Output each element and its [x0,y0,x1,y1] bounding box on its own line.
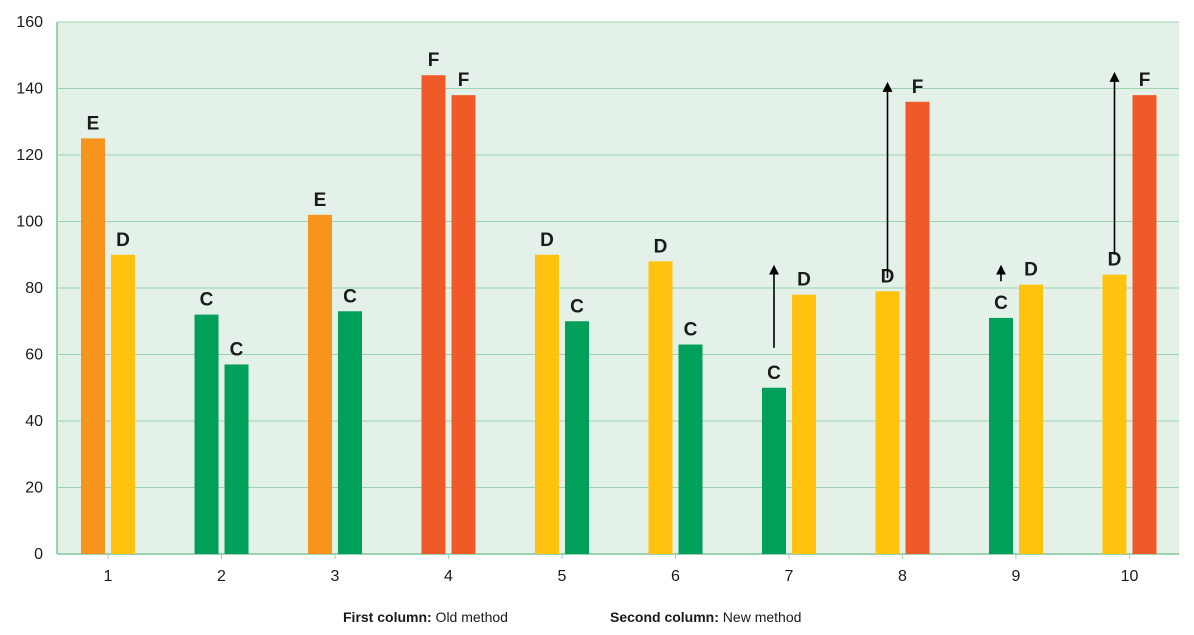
bar [1102,274,1127,554]
bar [194,314,219,554]
bar-grade-label: C [230,339,244,360]
bar-grade-label: C [570,296,584,317]
x-tick-label: 8 [898,568,907,585]
bar-chart: 020406080100120140160ED1CC2EC3FF4DC5DC6C… [16,14,1179,585]
bar [338,311,362,554]
bar-grade-label: C [994,293,1008,314]
bar [224,364,249,554]
bar [308,214,332,554]
bar-grade-label: F [458,70,470,91]
bar [1132,95,1157,555]
bar [989,317,1013,554]
y-tick-label: 140 [16,81,43,98]
x-tick-label: 3 [331,568,340,585]
bar [678,344,703,554]
y-tick-label: 20 [25,480,43,497]
y-tick-label: 80 [25,280,43,297]
y-tick-label: 100 [16,214,43,231]
legend-old-method: First column: Old method [343,609,508,625]
bar-grade-label: F [912,77,924,98]
legend-second-label: Second column: [610,609,719,625]
bar-grade-label: E [314,190,327,211]
bar [792,294,816,554]
legend-second-text: New method [718,609,802,625]
bar [762,387,786,554]
bar-grade-label: D [654,236,668,257]
bar [875,291,900,554]
bar-grade-label: D [540,230,554,251]
legend-first-label: First column: [343,609,432,625]
x-tick-label: 5 [558,568,567,585]
bar [1019,284,1043,554]
bar-grade-label: C [200,290,214,311]
bar [565,321,589,554]
bar-grade-label: D [797,270,811,291]
x-tick-label: 2 [217,568,226,585]
x-tick-label: 7 [785,568,794,585]
legend-new-method: Second column: New method [610,609,801,625]
bar [535,254,559,554]
bar-grade-label: C [684,320,698,341]
bar-grade-label: D [1024,260,1038,281]
y-tick-label: 60 [25,347,43,364]
y-tick-label: 160 [16,14,43,31]
bar [451,95,476,555]
bar [421,75,446,554]
bar [81,138,105,554]
bar-grade-label: C [343,286,357,307]
x-tick-label: 6 [671,568,680,585]
x-tick-label: 4 [444,568,453,585]
x-tick-label: 9 [1012,568,1021,585]
x-tick-label: 1 [104,568,113,585]
y-tick-label: 40 [25,413,43,430]
bar-grade-label: D [116,230,130,251]
bar-grade-label: C [767,363,781,384]
bar-grade-label: D [1108,250,1122,271]
y-tick-label: 0 [34,546,43,563]
y-tick-label: 120 [16,147,43,164]
bar-grade-label: F [1139,70,1151,91]
bar-grade-label: F [428,50,440,71]
x-tick-label: 10 [1121,568,1139,585]
bar [905,101,930,555]
bar [648,261,673,554]
legend-first-text: Old method [431,609,508,625]
bar-grade-label: E [87,113,100,134]
bar [111,254,135,554]
